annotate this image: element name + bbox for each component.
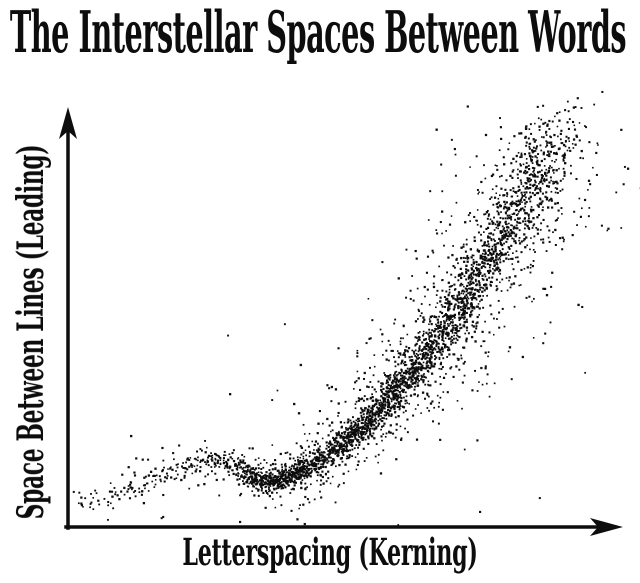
y-axis-label: Space Between Lines (Leading) xyxy=(10,144,52,520)
x-axis-label: Letterspacing (Kerning) xyxy=(182,530,478,574)
